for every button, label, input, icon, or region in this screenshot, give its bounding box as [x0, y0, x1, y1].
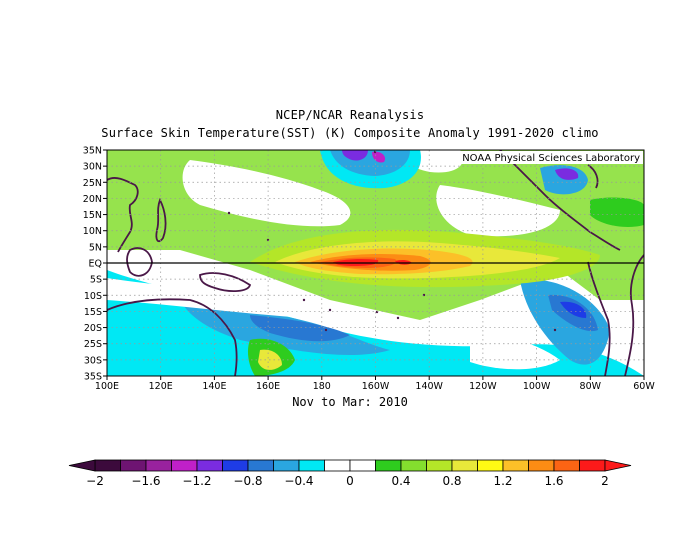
y-tick-label: 25N	[83, 178, 102, 189]
title-line-1: NCEP/NCAR Reanalysis	[275, 108, 425, 122]
colorbar-swatch	[196, 459, 223, 472]
colorbar-swatch	[273, 459, 300, 472]
anomaly-region	[470, 330, 560, 370]
island-dot	[553, 328, 557, 332]
x-tick-label: 180	[313, 381, 331, 392]
colorbar-swatch	[171, 459, 198, 472]
colorbar-label: 1.2	[493, 474, 512, 488]
south-america-east-coastline	[624, 254, 644, 376]
colorbar-swatch	[528, 459, 555, 472]
coastlines	[107, 150, 644, 376]
y-tick-label: 35S	[84, 372, 102, 383]
borneo-outline	[126, 247, 153, 277]
colorbar-swatch	[553, 459, 580, 472]
anomaly-region	[555, 168, 579, 180]
colorbar: −2 −1.6 −1.2 −0.8 −0.4 0 0.4 0.8 1.2 1.6 2	[68, 459, 632, 488]
anomaly-region	[520, 279, 610, 365]
y-tick-label: 15N	[83, 210, 102, 221]
x-tick-label: 160W	[362, 381, 390, 392]
x-tick-label: 140W	[415, 381, 443, 392]
colorbar-arrow-left	[68, 459, 96, 472]
colorbar-swatch	[247, 459, 274, 472]
y-tick-label: 30N	[83, 162, 102, 173]
x-tick-label: 120E	[149, 381, 173, 392]
colorbar-swatch	[451, 459, 478, 472]
colorbar-swatch	[120, 459, 147, 472]
credit-box	[458, 151, 643, 164]
colorbar-swatch	[349, 459, 376, 472]
colorbar-swatch	[94, 459, 121, 472]
australia-coastline	[107, 298, 238, 376]
anomaly-field	[107, 150, 644, 376]
title-line-2: Surface Skin Temperature(SST) (K) Compos…	[101, 126, 599, 140]
colorbar-swatch	[298, 459, 325, 472]
y-tick-label: 10N	[83, 226, 102, 237]
credit-label: NOAA Physical Sciences Laboratory	[462, 153, 640, 164]
colorbar-swatch	[502, 459, 529, 472]
island-dots	[227, 150, 557, 332]
x-tick-label: 120W	[469, 381, 497, 392]
y-tick-label: 20S	[84, 323, 102, 334]
island-dot	[302, 298, 306, 302]
colorbar-swatch	[324, 459, 351, 472]
island-dot	[324, 328, 328, 332]
colorbar-label: −1.6	[131, 474, 160, 488]
x-tick-label: 60W	[633, 381, 655, 392]
x-tick-label: 140E	[202, 381, 226, 392]
y-axis: 35N 30N 25N 20N 15N 10N 5N EQ 5S 10S 15S 20S 25S 30S 3…	[83, 146, 107, 383]
anomaly-region	[342, 150, 368, 161]
y-tick-label: 35N	[83, 146, 102, 157]
colorbar-label: −0.4	[284, 474, 313, 488]
y-tick-label: 30S	[84, 355, 102, 366]
colorbar-swatch	[145, 459, 172, 472]
colorbar-label: 0.8	[442, 474, 461, 488]
period-label: Nov to Mar: 2010	[292, 395, 408, 409]
y-tick-label: 5S	[90, 275, 102, 286]
y-tick-label: 25S	[84, 339, 102, 350]
colorbar-swatch	[375, 459, 402, 472]
new-guinea-outline	[199, 272, 252, 292]
south-america-coastline	[587, 261, 611, 376]
x-axis: 100E 120E 140E 160E 180 160W 140W 120W 100W 80W 60…	[95, 376, 655, 392]
y-tick-label: 15S	[84, 307, 102, 318]
y-tick-label: 5N	[89, 242, 102, 253]
anomaly-region	[182, 160, 351, 227]
colorbar-swatch	[222, 459, 249, 472]
colorbar-label: 0	[346, 474, 354, 488]
island-dot	[227, 211, 231, 215]
colorbar-swatch	[426, 459, 453, 472]
anomaly-region	[436, 185, 560, 237]
colorbar-label: −2	[86, 474, 104, 488]
philippines-outline	[155, 197, 167, 243]
anomaly-region	[590, 197, 644, 227]
x-tick-label: 100W	[523, 381, 551, 392]
colorbar-swatch	[400, 459, 427, 472]
anomaly-region	[107, 278, 319, 318]
colorbar-label: 2	[601, 474, 609, 488]
colorbar-swatch	[477, 459, 504, 472]
colorbar-arrow-right	[604, 459, 632, 472]
island-dot	[328, 308, 332, 312]
x-tick-label: 100E	[95, 381, 119, 392]
colorbar-swatch	[579, 459, 606, 472]
asia-coastline	[107, 177, 139, 253]
colorbar-label: −1.2	[182, 474, 211, 488]
x-tick-label: 160E	[256, 381, 280, 392]
colorbar-label: 0.4	[391, 474, 410, 488]
anomaly-region	[250, 315, 350, 342]
colorbar-label: −0.8	[233, 474, 262, 488]
y-tick-label: 20N	[83, 194, 102, 205]
island-dot	[396, 316, 400, 320]
x-tick-label: 80W	[580, 381, 602, 392]
anomaly-region	[560, 301, 587, 318]
y-tick-label: 10S	[84, 291, 102, 302]
y-tick-label: EQ	[89, 259, 102, 270]
colorbar-label: 1.6	[544, 474, 563, 488]
